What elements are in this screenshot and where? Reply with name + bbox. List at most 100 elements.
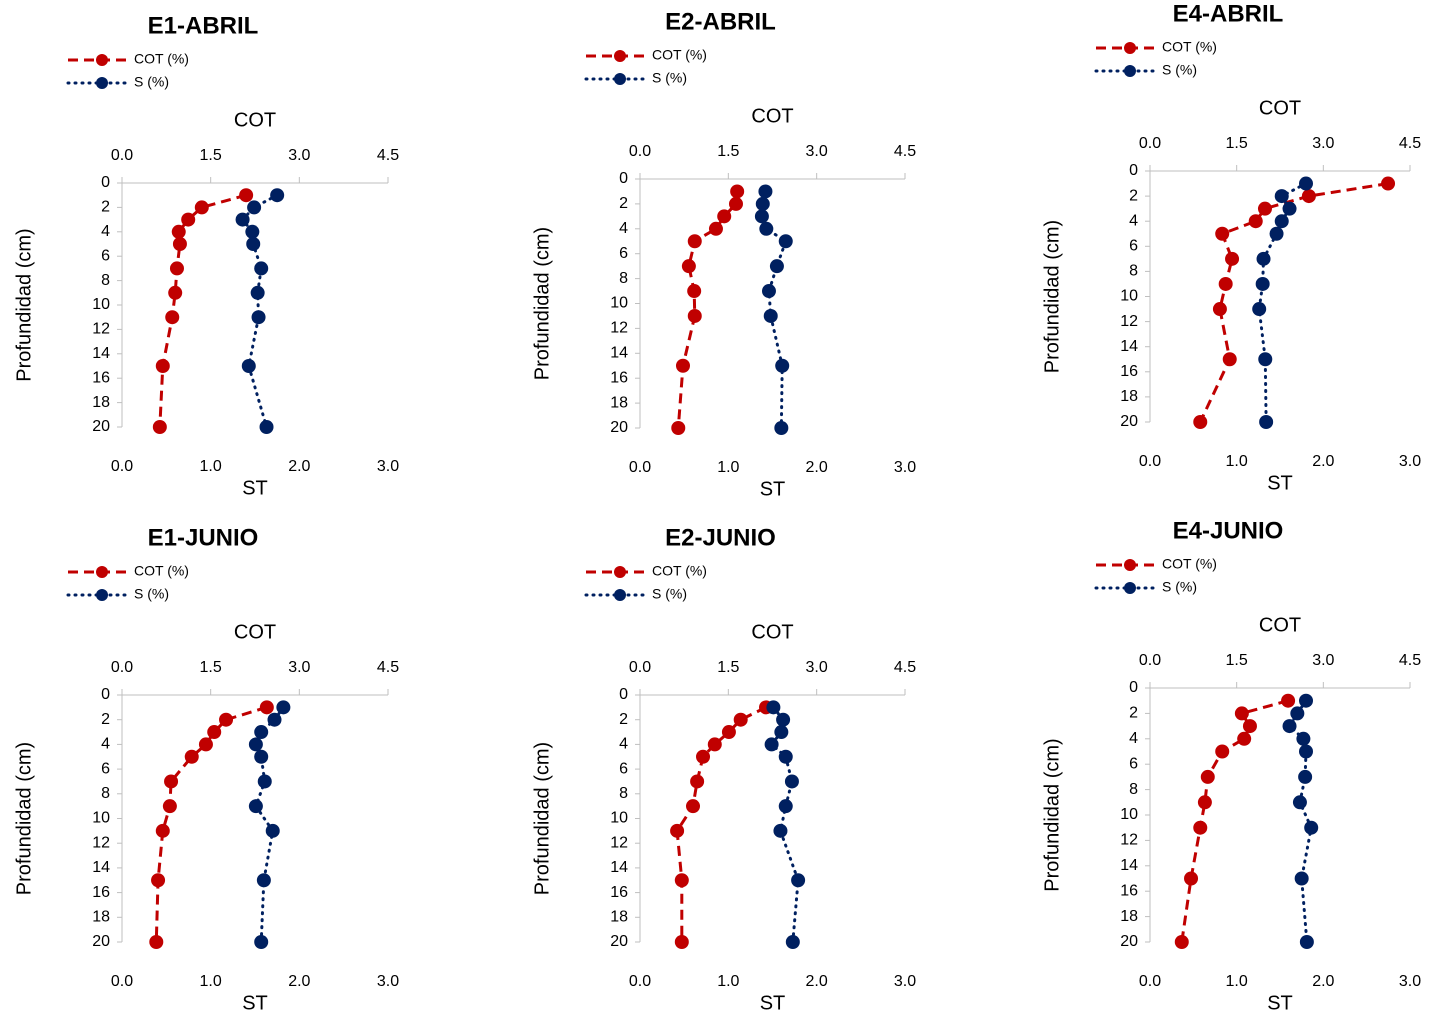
y-tick-label: 10 <box>92 296 110 313</box>
y-tick-label: 14 <box>1120 857 1138 874</box>
legend-label: COT (%) <box>652 47 707 63</box>
data-point <box>1299 744 1313 759</box>
data-point <box>181 212 196 227</box>
data-point <box>1252 302 1267 317</box>
data-point <box>721 725 736 740</box>
y-tick-label: 6 <box>101 247 110 264</box>
x2-tick-label: 3.0 <box>894 973 916 990</box>
x2-tick-label: 1.0 <box>200 973 222 990</box>
y-tick-label: 14 <box>92 859 110 876</box>
data-point <box>687 234 702 249</box>
panel-title: E4-JUNIO <box>1173 517 1284 544</box>
data-point <box>184 749 199 764</box>
x2-tick-label: 1.0 <box>1226 453 1248 470</box>
x2-tick-label: 0.0 <box>111 973 133 990</box>
panel-title: E2-JUNIO <box>665 524 776 551</box>
data-point <box>785 935 800 949</box>
x2-tick-label: 3.0 <box>377 973 399 990</box>
legend-marker <box>1124 42 1136 54</box>
data-point <box>778 749 793 764</box>
data-point <box>1193 820 1208 835</box>
data-point <box>1296 731 1311 746</box>
y-tick-label: 18 <box>92 394 110 411</box>
data-point <box>1299 176 1313 191</box>
data-point <box>1282 201 1297 216</box>
legend-marker <box>96 566 108 578</box>
data-point <box>1215 744 1230 759</box>
x-axis-title: COT <box>751 105 793 127</box>
x-tick-label: 4.5 <box>1399 652 1421 669</box>
data-point <box>1257 201 1272 216</box>
data-point <box>763 308 778 323</box>
panel-title: E1-ABRIL <box>148 12 259 39</box>
data-point <box>1292 795 1307 810</box>
data-point <box>250 285 265 300</box>
data-point <box>1281 693 1296 708</box>
data-point <box>671 421 686 435</box>
y-tick-label: 8 <box>1129 781 1138 798</box>
data-point <box>198 737 213 752</box>
data-point <box>1294 871 1309 886</box>
data-point <box>254 261 269 276</box>
data-point <box>1258 352 1273 367</box>
y-tick-label: 20 <box>610 933 628 950</box>
y-tick-label: 18 <box>1120 388 1138 405</box>
data-point <box>1274 214 1289 229</box>
data-point <box>1255 276 1270 291</box>
data-point <box>1222 352 1237 367</box>
y-tick-label: 12 <box>92 834 110 851</box>
y-tick-label: 12 <box>610 320 628 337</box>
data-point <box>155 823 170 838</box>
y-tick-label: 6 <box>1129 755 1138 772</box>
legend-marker <box>96 54 108 66</box>
data-point <box>1299 935 1314 949</box>
x2-tick-label: 3.0 <box>377 458 399 475</box>
y-tick-label: 14 <box>92 345 110 362</box>
series-line <box>676 191 739 429</box>
data-point <box>248 799 263 814</box>
y-tick-label: 16 <box>610 369 628 386</box>
data-point <box>784 774 799 789</box>
y-tick-label: 4 <box>1129 730 1138 747</box>
y-tick-label: 12 <box>92 321 110 338</box>
y-tick-label: 0 <box>619 686 628 703</box>
y-tick-label: 4 <box>101 736 110 753</box>
x2-tick-label: 0.0 <box>1139 973 1161 990</box>
data-point <box>267 712 282 727</box>
data-point <box>239 188 254 203</box>
series-line <box>1257 182 1308 424</box>
y-tick-label: 20 <box>92 418 110 435</box>
x-tick-label: 0.0 <box>111 147 133 164</box>
data-point <box>254 935 269 949</box>
data-point <box>1242 719 1257 734</box>
data-point <box>758 184 773 199</box>
data-point <box>1237 731 1252 746</box>
legend-label: COT (%) <box>134 51 189 67</box>
data-point <box>1299 693 1313 708</box>
data-point <box>759 221 774 236</box>
data-point <box>254 725 269 740</box>
data-point <box>1225 251 1240 266</box>
y-tick-label: 6 <box>101 760 110 777</box>
y-tick-label: 12 <box>1120 313 1138 330</box>
data-point <box>761 284 776 299</box>
y-tick-label: 18 <box>92 909 110 926</box>
x2-axis-title: ST <box>242 477 268 499</box>
data-point <box>171 224 186 239</box>
x-tick-label: 0.0 <box>1139 652 1161 669</box>
data-point <box>1274 189 1289 204</box>
legend-label: COT (%) <box>1162 556 1217 572</box>
data-point <box>717 209 732 224</box>
x-tick-label: 4.5 <box>377 147 399 164</box>
legend-marker <box>614 50 626 62</box>
data-point <box>1290 706 1305 721</box>
y-tick-label: 8 <box>1129 263 1138 280</box>
data-point <box>259 420 274 434</box>
legend-label: S (%) <box>1162 579 1197 595</box>
legend-marker <box>1124 65 1136 77</box>
x-tick-label: 3.0 <box>1312 135 1334 152</box>
data-point <box>1193 415 1208 429</box>
x2-tick-label: 3.0 <box>1399 453 1421 470</box>
x2-tick-label: 0.0 <box>629 973 651 990</box>
